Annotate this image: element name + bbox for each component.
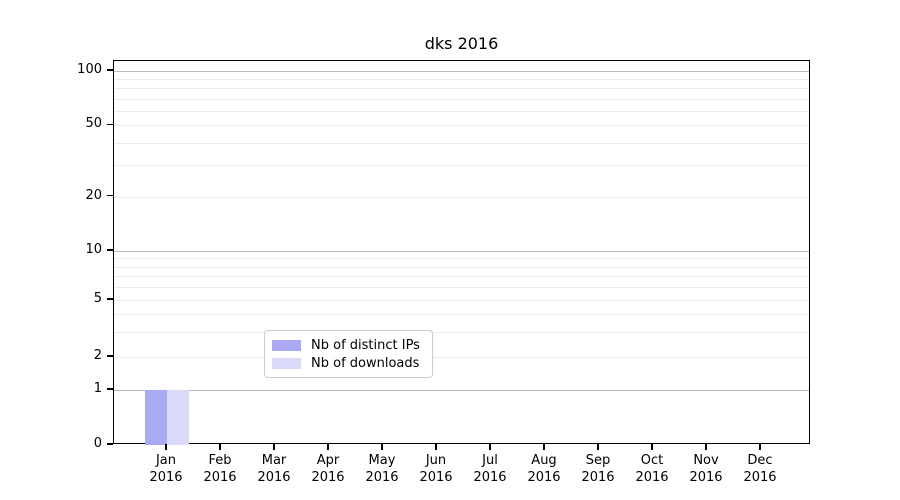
- y-tick-label: 2: [93, 348, 102, 363]
- x-tick-label-month: Dec: [747, 453, 773, 468]
- x-tick-label-month: Aug: [531, 453, 557, 468]
- x-tick-label: Dec 2016: [730, 452, 790, 486]
- x-tick-label-year: 2016: [743, 470, 777, 485]
- x-tick-label-month: Nov: [693, 453, 719, 468]
- legend-swatch-distinct_ips: [272, 339, 301, 351]
- legend-item: Nb of downloads: [272, 356, 432, 371]
- major-gridline: [114, 390, 809, 391]
- x-tick-label-year: 2016: [419, 470, 453, 485]
- plot-area: [113, 60, 810, 445]
- x-tick-label-year: 2016: [311, 470, 345, 485]
- x-tick: [219, 444, 221, 450]
- x-tick: [651, 444, 653, 450]
- x-tick: [165, 444, 167, 450]
- x-tick-label-month: Oct: [640, 453, 664, 468]
- x-tick-label: Jul 2016: [460, 452, 520, 486]
- minor-gridline: [114, 98, 809, 100]
- major-gridline: [114, 71, 809, 72]
- x-tick-label-year: 2016: [581, 470, 615, 485]
- minor-gridline: [114, 110, 809, 112]
- minor-gridline: [114, 165, 809, 167]
- minor-gridline: [114, 276, 809, 278]
- bar-downloads: [167, 390, 189, 445]
- x-tick-label: Aug 2016: [514, 452, 574, 486]
- x-tick-label: Nov 2016: [676, 452, 736, 486]
- x-tick-label-month: Sep: [585, 453, 611, 468]
- x-tick: [435, 444, 437, 450]
- x-tick-label-month: May: [368, 453, 396, 468]
- minor-gridline: [114, 313, 809, 315]
- x-tick-label: Jan 2016: [136, 452, 196, 486]
- y-tick-label: 100: [77, 62, 102, 77]
- x-tick-label: Feb 2016: [190, 452, 250, 486]
- legend-item: Nb of distinct IPs: [272, 338, 432, 353]
- y-tick: [107, 298, 113, 300]
- y-tick-label: 50: [85, 116, 102, 132]
- x-tick: [273, 444, 275, 450]
- y-tick: [107, 195, 113, 197]
- minor-gridline: [114, 79, 809, 81]
- y-tick-label: 1: [93, 381, 102, 396]
- x-tick-label-year: 2016: [473, 470, 507, 485]
- y-tick-label: 0: [93, 436, 102, 451]
- chart-title: dks 2016: [424, 34, 499, 53]
- legend-label: Nb of downloads: [311, 355, 420, 371]
- x-tick-label: Oct 2016: [622, 452, 682, 486]
- minor-gridline: [114, 196, 809, 198]
- legend-label: Nb of distinct IPs: [311, 337, 420, 353]
- y-tick-label: 10: [85, 242, 102, 257]
- minor-gridline: [114, 88, 809, 90]
- x-tick: [759, 444, 761, 450]
- y-tick-label: 20: [85, 187, 102, 203]
- x-tick-label-month: Jul: [482, 453, 498, 468]
- minor-gridline: [114, 331, 809, 333]
- x-tick-label-year: 2016: [689, 470, 723, 485]
- x-tick: [381, 444, 383, 450]
- y-tick: [107, 443, 113, 445]
- minor-gridline: [114, 125, 809, 127]
- x-tick-label-month: Apr: [316, 453, 340, 468]
- minor-gridline: [114, 266, 809, 268]
- legend: Nb of distinct IPs Nb of downloads: [264, 330, 433, 378]
- y-tick: [107, 355, 113, 357]
- x-tick-label-year: 2016: [149, 470, 183, 485]
- minor-gridline: [114, 357, 809, 358]
- x-tick-label: Sep 2016: [568, 452, 628, 486]
- legend-swatch-downloads: [272, 357, 301, 369]
- x-tick-label-month: Mar: [261, 453, 287, 468]
- x-tick: [327, 444, 329, 450]
- x-tick-label-year: 2016: [257, 470, 291, 485]
- x-tick: [705, 444, 707, 450]
- minor-gridline: [114, 142, 809, 144]
- x-tick-label-year: 2016: [203, 470, 237, 485]
- x-tick-label-month: Jun: [425, 453, 447, 468]
- x-tick-label: May 2016: [352, 452, 412, 486]
- x-tick-label: Mar 2016: [244, 452, 304, 486]
- x-tick: [543, 444, 545, 450]
- x-tick-label-month: Feb: [208, 453, 232, 468]
- y-tick: [107, 388, 113, 390]
- x-tick-label-year: 2016: [527, 470, 561, 485]
- minor-gridline: [114, 300, 809, 301]
- y-tick: [107, 123, 113, 125]
- x-tick: [597, 444, 599, 450]
- major-gridline: [114, 251, 809, 252]
- y-tick-label: 5: [93, 291, 102, 306]
- x-tick-label-month: Jan: [155, 453, 177, 468]
- y-tick: [107, 249, 113, 251]
- minor-gridline: [114, 258, 809, 260]
- minor-gridline: [114, 287, 809, 289]
- x-tick-label-year: 2016: [365, 470, 399, 485]
- x-tick-label: Jun 2016: [406, 452, 466, 486]
- bar-distinct-ips: [145, 390, 167, 445]
- y-tick: [107, 69, 113, 71]
- x-tick-label: Apr 2016: [298, 452, 358, 486]
- x-tick-label-year: 2016: [635, 470, 669, 485]
- x-tick: [489, 444, 491, 450]
